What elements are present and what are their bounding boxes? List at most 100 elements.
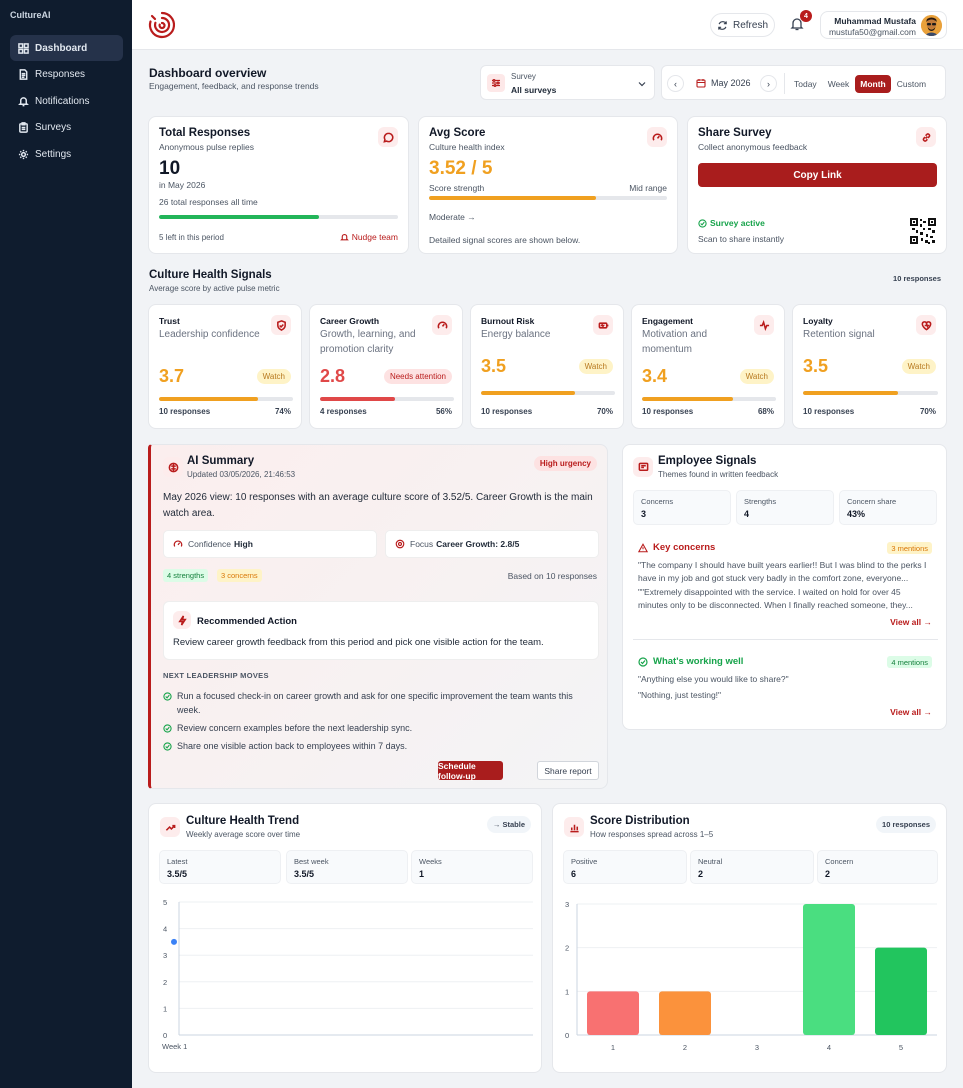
shield-icon — [271, 315, 291, 335]
previous-period-button[interactable]: ‹ — [667, 75, 684, 92]
y-tick-label: 3 — [565, 900, 569, 909]
app-logo — [148, 11, 176, 39]
refresh-label: Refresh — [732, 19, 768, 31]
trend-status-badge: → Stable — [486, 816, 531, 833]
signal-progress-bar — [803, 391, 938, 395]
sidebar-item-dashboard[interactable]: Dashboard — [10, 35, 123, 61]
gear-icon — [18, 149, 29, 159]
distribution-bar[interactable] — [803, 904, 855, 1035]
based-on-label: Based on 10 responses — [507, 571, 597, 581]
signal-progress-bar — [642, 397, 776, 401]
confidence-value: High — [234, 539, 253, 549]
signal-card-burnout-risk[interactable]: Burnout Risk Energy balance 3.5 Watch 10… — [470, 304, 624, 429]
score-distribution-card: Score Distribution How responses spread … — [552, 803, 947, 1073]
sidebar-item-responses[interactable]: Responses — [10, 62, 123, 88]
current-period: May 2026 — [696, 78, 751, 88]
signal-percent: 70% — [919, 407, 936, 416]
next-period-button[interactable]: › — [760, 75, 777, 92]
chevron-left-icon: ‹ — [674, 78, 677, 89]
stat-label: Best week — [294, 857, 329, 866]
sidebar-item-label: Responses — [35, 69, 86, 81]
stat-label: Positive — [571, 857, 598, 866]
bell-icon — [339, 233, 349, 240]
notifications-bell-icon[interactable] — [789, 16, 805, 32]
updated-timestamp: Updated 03/05/2026, 21:46:53 — [187, 470, 296, 479]
brain-icon — [163, 457, 183, 477]
distribution-bar[interactable] — [587, 991, 639, 1035]
card-title: Total Responses — [159, 127, 251, 139]
date-range-bar: ‹ May 2026 › Today Week Month Custom — [661, 65, 946, 100]
remaining-label: 5 left in this period — [159, 233, 224, 242]
concerns-tag: 3 concerns — [217, 569, 262, 582]
y-tick-label: 1 — [565, 987, 569, 996]
latest-stat: Latest 3.5/5 — [159, 850, 281, 884]
score-progress-bar — [429, 196, 667, 200]
sidebar-item-settings[interactable]: Settings — [10, 141, 123, 167]
stat-label: Strengths — [744, 497, 777, 506]
signal-score: 3.7 — [159, 366, 185, 386]
distribution-bar[interactable] — [659, 991, 711, 1035]
signal-card-loyalty[interactable]: Loyalty Retention signal 3.5 Watch 10 re… — [792, 304, 947, 429]
range-custom[interactable]: Custom — [896, 78, 927, 89]
signal-description: Motivation and momentum — [642, 329, 708, 355]
key-concerns-title: Key concerns — [653, 542, 716, 553]
working-well-heading: What's working well — [638, 656, 743, 667]
trend-point[interactable] — [171, 938, 177, 945]
battery-icon — [593, 315, 613, 335]
check-circle-icon — [698, 218, 707, 228]
signal-status-badge: Watch — [739, 369, 774, 384]
notification-count-badge: 4 — [800, 10, 812, 22]
copy-link-button[interactable]: Copy Link — [698, 163, 937, 187]
concerns-mentions-badge: 3 mentions — [887, 542, 932, 554]
recommended-action-text: Review career growth feedback from this … — [173, 637, 544, 648]
stat-value: 43% — [847, 509, 866, 519]
survey-select[interactable]: Survey All surveys — [480, 65, 655, 100]
refresh-button[interactable]: Refresh — [710, 13, 775, 37]
signal-progress-fill — [803, 391, 898, 395]
divider — [633, 639, 938, 640]
activity-icon — [754, 315, 774, 335]
qr-code[interactable] — [910, 218, 936, 244]
signals-subtitle: Average score by active pulse metric — [149, 284, 280, 293]
range-today[interactable]: Today — [794, 78, 817, 89]
share-report-button[interactable]: Share report — [537, 761, 599, 780]
y-tick-label: 4 — [163, 925, 167, 934]
leadership-move-text: Share one visible action back to employe… — [177, 741, 408, 751]
distribution-bar[interactable] — [875, 947, 927, 1035]
card-title: Employee Signals — [658, 455, 757, 467]
bell-icon — [18, 96, 29, 107]
check-circle-icon — [163, 741, 172, 751]
warning-icon — [638, 542, 648, 552]
sidebar-item-label: Settings — [35, 148, 72, 160]
nudge-team-button[interactable]: Nudge team — [339, 232, 398, 242]
range-month[interactable]: Month — [855, 74, 891, 93]
stat-label: Neutral — [698, 857, 723, 866]
signal-responses: 10 responses — [159, 407, 211, 416]
signal-card-trust[interactable]: Trust Leadership confidence 3.7 Watch 10… — [148, 304, 302, 429]
share-survey-card: Share Survey Collect anonymous feedback … — [687, 116, 947, 254]
schedule-follow-up-button[interactable]: Schedule follow-up — [438, 761, 503, 781]
sidebar-item-surveys[interactable]: Surveys — [10, 115, 123, 141]
y-tick-label: 0 — [565, 1031, 569, 1040]
signal-card-career-growth[interactable]: Career Growth Growth, learning, and prom… — [309, 304, 463, 429]
concerns-view-all-link[interactable]: View all → — [890, 617, 932, 627]
card-subtitle: Culture health index — [429, 142, 505, 152]
score-level-link[interactable]: Moderate → — [429, 212, 476, 222]
card-subtitle: Weekly average score over time — [186, 830, 301, 839]
user-menu[interactable]: Muhammad Mustafa mustufa50@gmail.com — [820, 11, 947, 39]
card-subtitle: Collect anonymous feedback — [698, 142, 808, 152]
range-week[interactable]: Week — [827, 78, 850, 89]
gauge-icon — [647, 127, 667, 147]
score-progress-fill — [429, 196, 596, 200]
user-name: Muhammad Mustafa — [834, 16, 916, 26]
signal-progress-bar — [159, 397, 293, 401]
user-email: mustufa50@gmail.com — [828, 27, 916, 37]
response-progress-fill — [159, 215, 320, 219]
working-view-all-link[interactable]: View all → — [890, 707, 932, 717]
signal-card-engagement[interactable]: Engagement Motivation and momentum 3.4 W… — [631, 304, 785, 429]
urgency-badge: High urgency — [533, 456, 597, 471]
sidebar-item-notifications[interactable]: Notifications — [10, 88, 123, 114]
leadership-move-item: Run a focused check-in on career growth … — [163, 689, 593, 717]
signal-progress-fill — [159, 397, 259, 401]
stat-value: 3.5/5 — [167, 869, 188, 879]
